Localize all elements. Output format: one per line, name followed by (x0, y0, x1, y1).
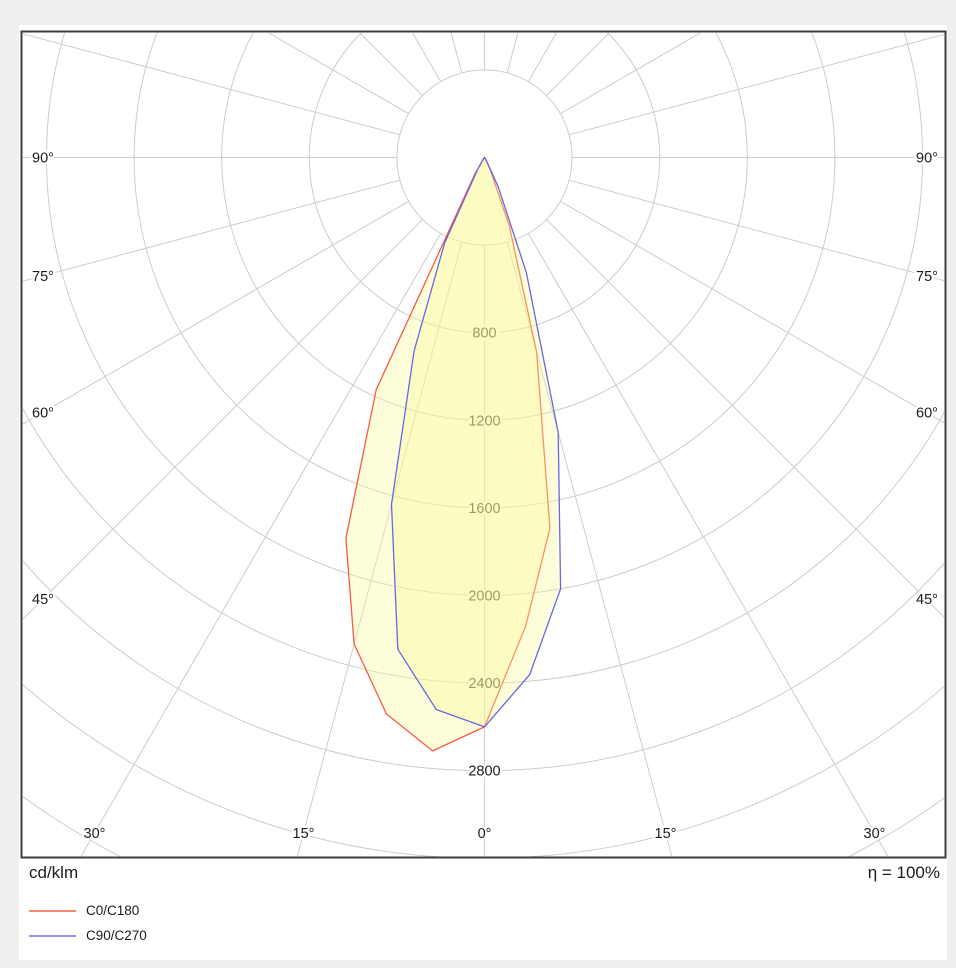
ring-label: 1600 (468, 501, 500, 517)
grid-spoke (527, 233, 889, 857)
bottom-angle-label: 15° (293, 826, 315, 842)
plot-border (20, 30, 947, 859)
side-angle-label-left: 60° (32, 405, 54, 421)
curve-c90-c270 (390, 156, 562, 728)
legend: C0/C180 C90/C270 (29, 898, 147, 948)
legend-item-c0-c180: C0/C180 (29, 898, 147, 923)
grid-spoke (527, 33, 557, 82)
unit-label: cd/klm (29, 863, 79, 882)
grid-spoke (546, 219, 944, 618)
side-angle-label-right: 45° (916, 592, 938, 608)
grid-spoke (23, 219, 423, 620)
legend-label-c90-c270: C90/C270 (86, 928, 147, 943)
ring-label: 2800 (468, 764, 500, 780)
grid-spoke (560, 33, 702, 115)
bottom-angle-label: 0° (478, 826, 492, 842)
grid-label-layer: 800 1200 1600 2000 2400 2800 90° 90° 75° 75° 60° 60… (30, 148, 940, 844)
diagram-card (19, 25, 947, 960)
side-angle-label-left: 90° (32, 151, 54, 167)
grid-spoke (23, 200, 409, 425)
grid-spoke (568, 33, 944, 136)
ring-label: 800 (472, 326, 496, 342)
side-angle-label-left: 75° (32, 269, 54, 285)
side-angle-label-left: 45° (32, 592, 54, 608)
bottom-angle-label: 30° (84, 826, 106, 842)
grid-spoke (359, 33, 423, 96)
ring-label: 2400 (468, 676, 500, 692)
side-angle-label-right: 60° (916, 405, 938, 421)
side-angle-label-right: 75° (916, 269, 938, 285)
grid-spoke (23, 179, 401, 282)
legend-line-c90-c270 (29, 934, 76, 937)
grid-spoke (560, 200, 944, 424)
grid-spoke (23, 33, 401, 136)
intensity-curve-layer (345, 156, 562, 752)
legend-item-c90-c270: C90/C270 (29, 923, 147, 948)
ring-label: 1200 (468, 413, 500, 429)
grid-spoke (506, 33, 519, 74)
grid-spoke (412, 33, 442, 82)
grid-spoke (80, 233, 442, 857)
grid-spoke (506, 241, 673, 857)
bottom-angle-label: 30° (864, 826, 886, 842)
grid-spoke (568, 179, 944, 282)
legend-line-c0-c180 (29, 909, 76, 912)
grid-spoke (450, 33, 463, 74)
grid-spoke (296, 241, 463, 857)
legend-label-c0-c180: C0/C180 (86, 903, 140, 918)
efficiency-label: η = 100% (867, 863, 940, 882)
bottom-angle-label: 15° (655, 826, 677, 842)
ring-label: 2000 (468, 589, 500, 605)
curve-c0-c180 (345, 156, 551, 752)
grid-spoke (267, 33, 409, 115)
side-angle-label-right: 90° (916, 151, 938, 167)
